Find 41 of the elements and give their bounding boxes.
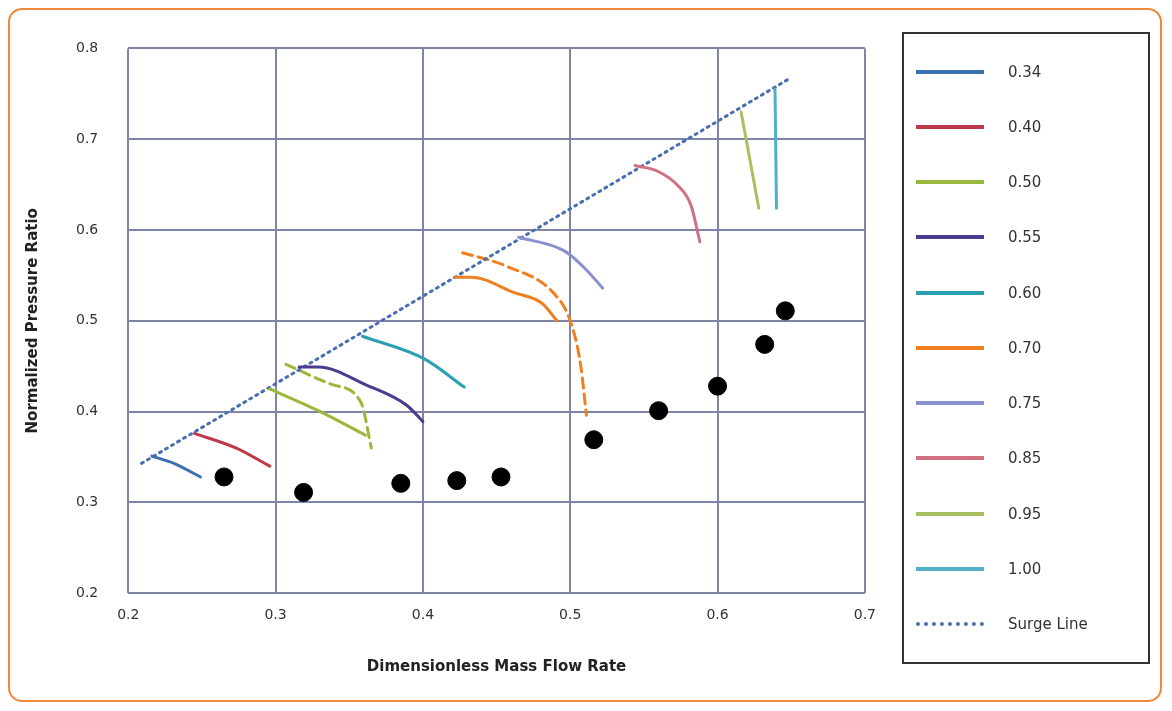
legend-label: 0.75	[1008, 394, 1042, 413]
point	[294, 482, 314, 502]
point	[584, 430, 604, 450]
legend-label: Surge Line	[1008, 615, 1088, 634]
legend-label: 0.55	[1008, 228, 1042, 247]
point	[391, 473, 411, 493]
legend-label: 0.50	[1008, 173, 1042, 192]
point	[649, 401, 669, 421]
x-tick-label: 0.5	[559, 606, 582, 623]
legend-label: 0.70	[1008, 338, 1042, 357]
x-tick-label: 0.2	[117, 606, 140, 623]
point	[491, 467, 511, 487]
y-tick-label: 0.6	[76, 220, 99, 237]
legend-label: 1.00	[1008, 560, 1042, 579]
legend-label: 0.34	[1008, 62, 1042, 81]
x-tick-label: 0.3	[264, 606, 287, 623]
x-tick-label: 0.6	[706, 606, 729, 623]
legend-label: 0.85	[1008, 449, 1042, 468]
y-tick-label: 0.7	[76, 129, 99, 146]
line-series	[517, 235, 605, 290]
line-series	[453, 275, 559, 323]
point	[755, 334, 775, 354]
point	[214, 467, 234, 487]
x-tick-label: 0.7	[853, 606, 876, 623]
y-tick-label: 0.3	[76, 493, 99, 510]
y-axis-title: Normalized Pressure Ratio	[22, 208, 41, 434]
legend-label: 0.40	[1008, 117, 1042, 136]
line-series	[461, 251, 588, 417]
point	[708, 376, 728, 396]
y-tick-label: 0.4	[76, 402, 99, 419]
legend-label: 0.95	[1008, 504, 1042, 523]
y-tick-label: 0.2	[76, 583, 99, 600]
point	[775, 301, 795, 321]
y-tick-label: 0.5	[76, 311, 99, 328]
x-tick-label: 0.4	[411, 606, 435, 623]
legend-label: 0.60	[1008, 283, 1042, 302]
line-series	[297, 365, 425, 424]
x-axis-title: Dimensionless Mass Flow Rate	[366, 656, 627, 675]
line-series	[633, 164, 702, 244]
y-tick-label: 0.8	[76, 39, 99, 56]
point	[447, 471, 467, 491]
